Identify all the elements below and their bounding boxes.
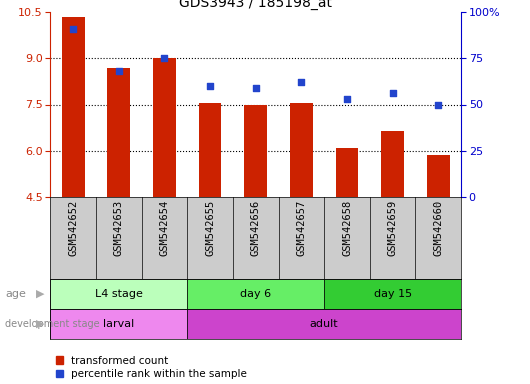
Title: GDS3943 / 185198_at: GDS3943 / 185198_at bbox=[179, 0, 332, 10]
Bar bbox=[50, 309, 187, 339]
Text: GSM542652: GSM542652 bbox=[68, 199, 78, 256]
Point bbox=[114, 68, 123, 74]
Bar bbox=[335, 148, 358, 197]
Bar bbox=[187, 309, 461, 339]
Bar bbox=[427, 156, 449, 197]
Point bbox=[251, 85, 260, 91]
Text: L4 stage: L4 stage bbox=[95, 289, 143, 299]
Bar bbox=[62, 17, 85, 197]
Point bbox=[69, 26, 77, 32]
Point bbox=[343, 96, 351, 102]
Text: GSM542657: GSM542657 bbox=[296, 199, 306, 256]
Text: GSM542658: GSM542658 bbox=[342, 199, 352, 256]
Bar bbox=[199, 103, 222, 197]
Bar bbox=[50, 279, 187, 309]
Text: day 6: day 6 bbox=[240, 289, 271, 299]
Bar bbox=[244, 104, 267, 197]
Legend: transformed count, percentile rank within the sample: transformed count, percentile rank withi… bbox=[56, 356, 247, 379]
Text: day 15: day 15 bbox=[374, 289, 412, 299]
Text: GSM542653: GSM542653 bbox=[114, 199, 124, 256]
Bar bbox=[290, 103, 313, 197]
Text: development stage: development stage bbox=[5, 319, 100, 329]
Point bbox=[160, 55, 169, 61]
Text: GSM542660: GSM542660 bbox=[434, 199, 443, 256]
Point bbox=[388, 90, 397, 96]
Text: GSM542659: GSM542659 bbox=[387, 199, 398, 256]
Point bbox=[206, 83, 214, 89]
Text: adult: adult bbox=[310, 319, 339, 329]
Text: GSM542654: GSM542654 bbox=[160, 199, 170, 256]
Point bbox=[297, 79, 306, 85]
Bar bbox=[324, 279, 461, 309]
Text: GSM542656: GSM542656 bbox=[251, 199, 261, 256]
Text: age: age bbox=[5, 289, 26, 299]
Text: ▶: ▶ bbox=[36, 319, 44, 329]
Point bbox=[434, 101, 443, 108]
Text: GSM542655: GSM542655 bbox=[205, 199, 215, 256]
Bar bbox=[108, 68, 130, 197]
Bar bbox=[381, 131, 404, 197]
Text: ▶: ▶ bbox=[36, 289, 44, 299]
Bar bbox=[187, 279, 324, 309]
Bar bbox=[153, 58, 176, 197]
Text: larval: larval bbox=[103, 319, 135, 329]
